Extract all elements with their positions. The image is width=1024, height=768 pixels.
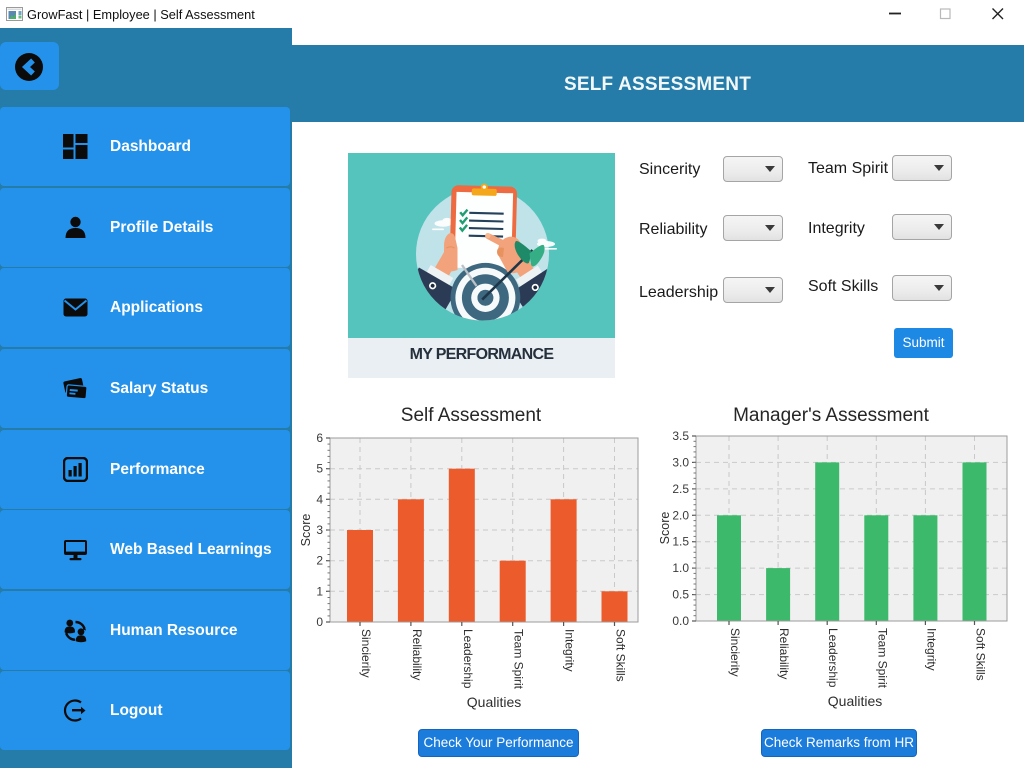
svg-text:Team Spirit: Team Spirit (512, 629, 526, 690)
svg-text:Qualities: Qualities (828, 693, 882, 709)
svg-text:Leadership: Leadership (461, 629, 475, 689)
svg-text:Soft Skills: Soft Skills (974, 628, 988, 681)
svg-text:Manager's Assessment: Manager's Assessment (733, 405, 930, 426)
svg-text:1.0: 1.0 (672, 561, 689, 575)
svg-text:0.0: 0.0 (672, 614, 689, 628)
svg-text:1: 1 (316, 584, 323, 598)
svg-text:1.5: 1.5 (672, 535, 689, 549)
svg-text:Leadership: Leadership (826, 628, 840, 688)
svg-text:5: 5 (316, 462, 323, 476)
svg-text:3: 3 (316, 523, 323, 537)
svg-text:Qualities: Qualities (467, 694, 521, 710)
svg-text:Sincierity: Sincierity (359, 629, 373, 678)
svg-text:0.5: 0.5 (672, 588, 689, 602)
svg-text:6: 6 (316, 431, 323, 445)
svg-text:2: 2 (316, 554, 323, 568)
svg-text:Integrity: Integrity (563, 629, 577, 672)
svg-text:Reliability: Reliability (777, 628, 791, 679)
svg-text:Score: Score (658, 512, 672, 545)
svg-text:Soft Skills: Soft Skills (614, 629, 628, 682)
svg-text:Team Spirit: Team Spirit (875, 628, 889, 689)
svg-text:0: 0 (316, 615, 323, 629)
svg-text:4: 4 (316, 492, 323, 506)
svg-text:Integrity: Integrity (924, 628, 938, 671)
svg-text:3.5: 3.5 (672, 429, 689, 443)
svg-text:Self Assessment: Self Assessment (401, 405, 542, 426)
svg-text:2.5: 2.5 (672, 482, 689, 496)
svg-text:Score: Score (299, 514, 313, 547)
svg-text:3.0: 3.0 (672, 455, 689, 469)
svg-text:Reliability: Reliability (410, 629, 424, 680)
svg-text:Sincierity: Sincierity (728, 628, 742, 677)
svg-text:2.0: 2.0 (672, 508, 689, 522)
